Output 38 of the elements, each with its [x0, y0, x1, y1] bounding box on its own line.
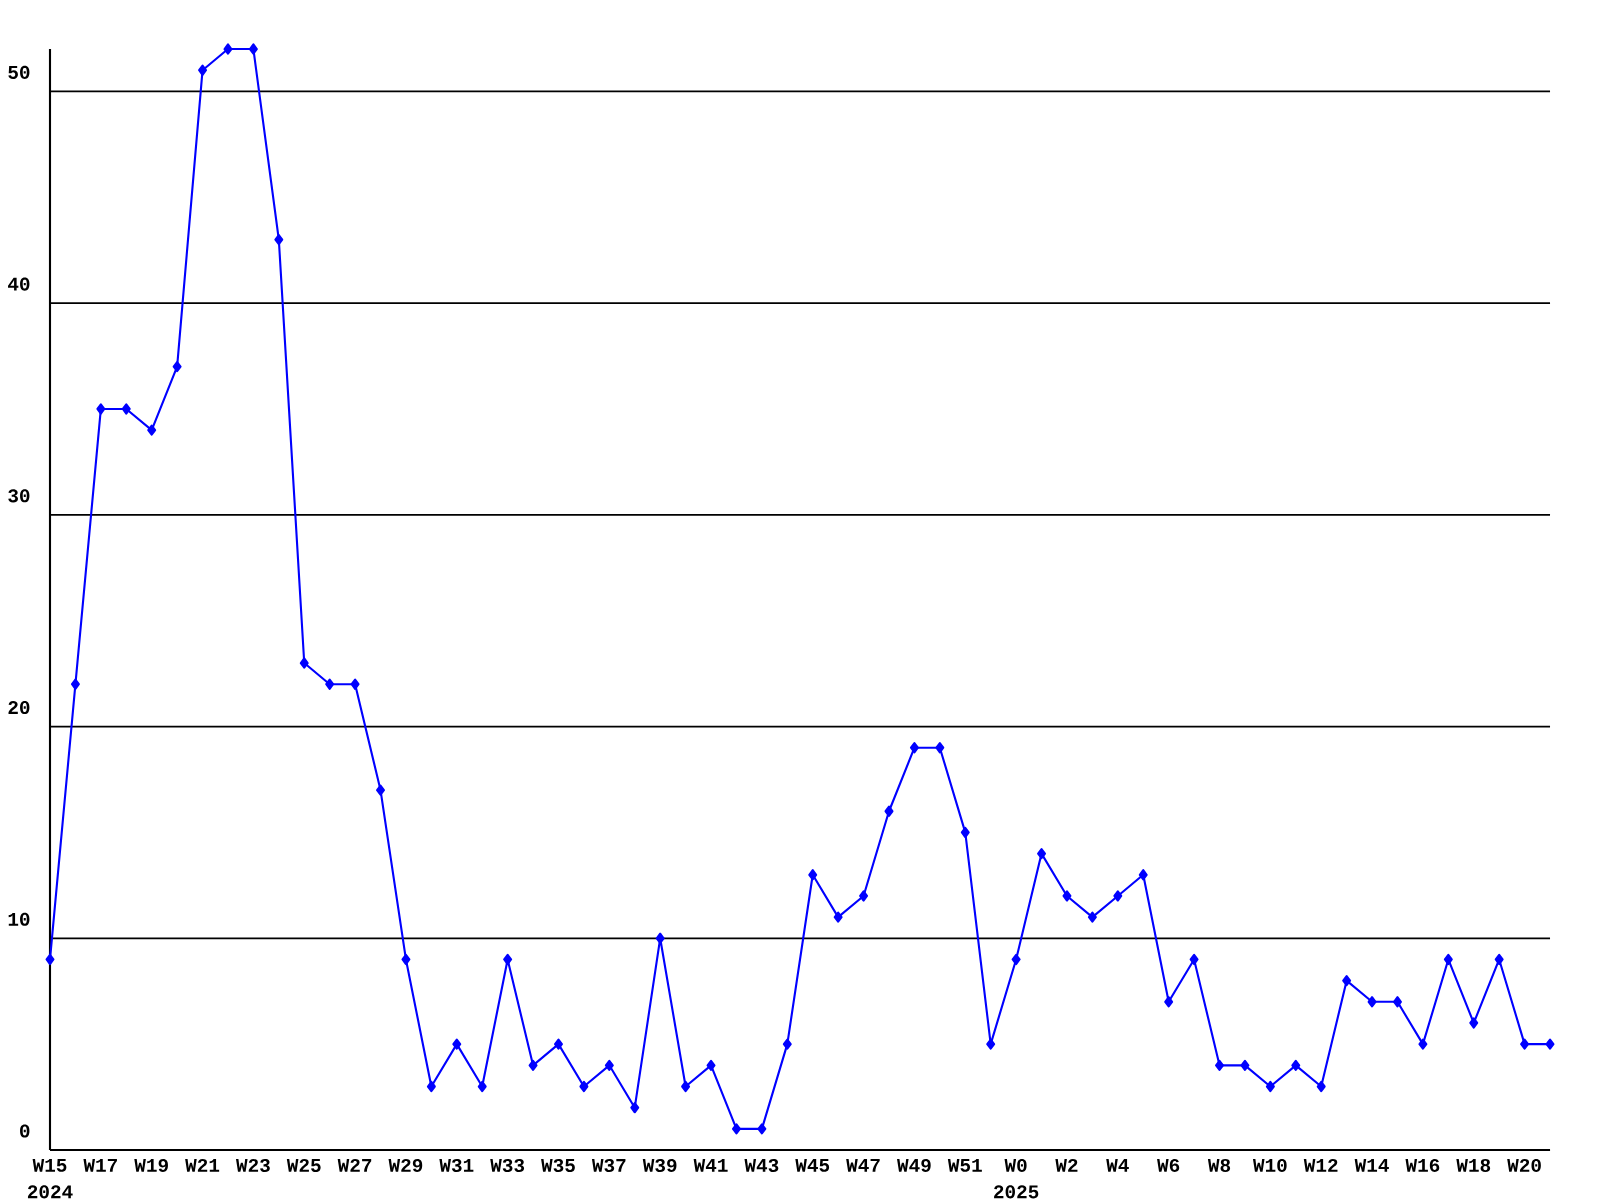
x-tick-label: W39: [642, 1158, 677, 1173]
x-tick-label: W2: [1055, 1158, 1078, 1172]
x-tick-label: W31: [439, 1158, 474, 1173]
x-tick-label: W16: [1405, 1158, 1440, 1173]
x-tick-label: W17: [83, 1158, 117, 1172]
x-tick-label: W49: [897, 1158, 931, 1173]
x-tick-label: W0: [1004, 1158, 1027, 1173]
x-tick-label: W51: [947, 1158, 982, 1172]
x-tick-label: W43: [744, 1158, 779, 1173]
y-tick-label: 40: [8, 277, 30, 291]
x-tick-label: W29: [388, 1158, 423, 1173]
x-tick-label: W41: [693, 1158, 728, 1172]
y-tick-label: 50: [8, 65, 30, 79]
x-tick-label: W12: [1303, 1158, 1338, 1172]
x-tick-label: W45: [795, 1158, 830, 1172]
x-tick-label: W6: [1157, 1158, 1180, 1173]
x-tick-label: W27: [337, 1158, 372, 1172]
x-tick-label: W4: [1106, 1158, 1129, 1172]
x-tick-label: W19: [134, 1158, 168, 1173]
x-tick-label: W25: [286, 1158, 321, 1173]
x-tick-label: W15: [32, 1158, 67, 1172]
x-tick-label: W33: [490, 1158, 525, 1173]
x-tick-label: W37: [591, 1158, 626, 1173]
x-tick-label: W47: [846, 1158, 880, 1172]
x-tick-label: W23: [235, 1158, 270, 1173]
y-tick-label: 0: [20, 1124, 30, 1138]
x-tick-label: W20: [1507, 1158, 1541, 1173]
x-tick-label: W21: [185, 1158, 220, 1172]
y-tick-label: 20: [8, 701, 30, 715]
y-tick-label: 30: [8, 489, 30, 503]
x-tick-label: W18: [1456, 1158, 1491, 1173]
text: 2024: [27, 1185, 73, 1199]
y-tick-label: 10: [8, 912, 30, 926]
text: 2025: [994, 1185, 1039, 1199]
x-tick-label: W8: [1207, 1158, 1231, 1173]
x-tick-label: W10: [1252, 1158, 1287, 1173]
x-tick-label: W14: [1354, 1158, 1389, 1172]
x-tick-label: W35: [541, 1158, 575, 1173]
